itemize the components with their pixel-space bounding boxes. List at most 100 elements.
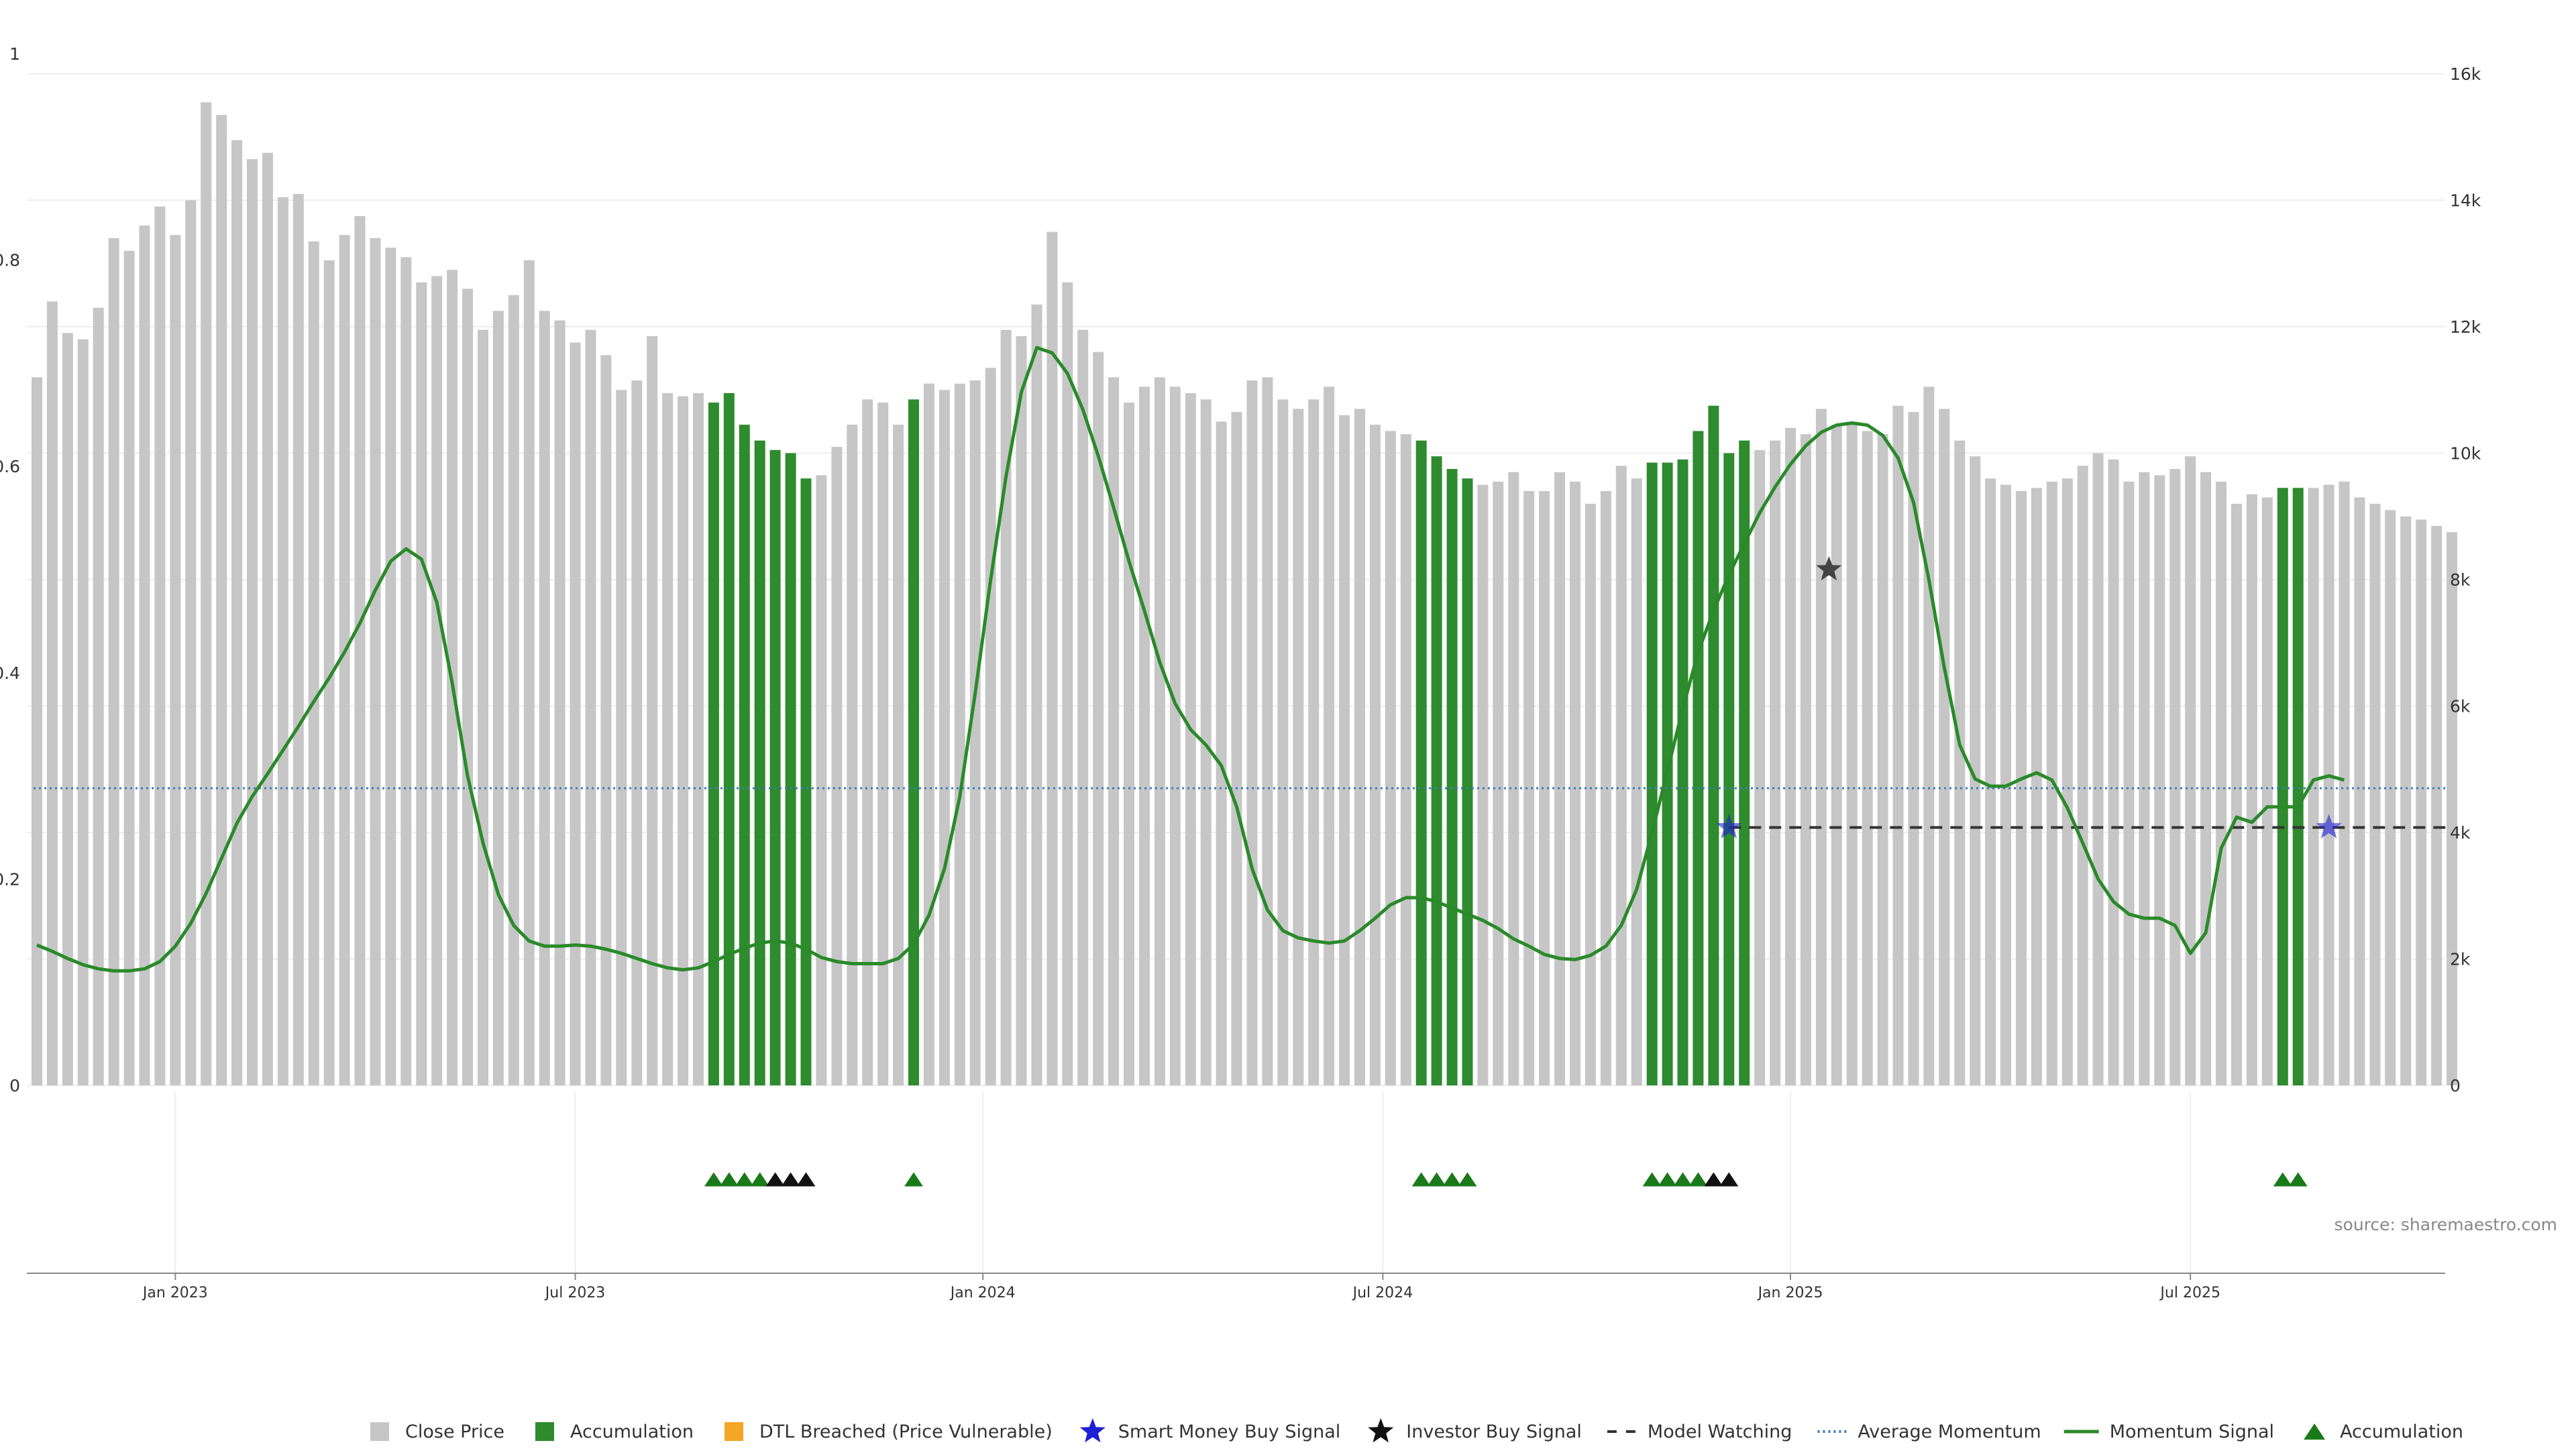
right-axis-tick-label: 4k [2450,823,2471,843]
price-bar [123,250,135,1085]
right-axis-tick-label: 14k [2450,191,2481,211]
accumulation-bar [1723,453,1735,1085]
left-axis-tick-label: 1 [9,44,20,64]
x-axis-tick-label: Jan 2024 [949,1285,1016,1301]
x-axis-tick-label: Jul 2023 [544,1285,606,1301]
signal-lines [34,345,2453,973]
accumulation-bar [2292,488,2304,1085]
price-bar [554,320,566,1086]
price-bar [2385,510,2396,1085]
price-bar [2308,488,2319,1085]
price-bar [77,339,89,1085]
left-axis-tick-label: 0.4 [0,663,20,683]
price-bar [1523,491,1535,1085]
price-bar [492,311,504,1085]
price-bar [678,396,689,1086]
price-bar [108,238,119,1085]
price-bar [385,248,396,1086]
price-bar [262,152,273,1085]
accumulation-marker [1458,1172,1477,1187]
accumulation-bar [739,425,750,1085]
legend-label: Average Momentum [1858,1421,2041,1442]
accumulation-marker [1688,1172,1708,1187]
accumulation-bar [785,453,796,1085]
price-bar [2200,472,2212,1085]
price-bar [170,235,181,1085]
accumulation-bar [1693,431,1704,1085]
price-bar [2123,481,2135,1085]
price-bar [2400,516,2412,1086]
price-bar [2108,459,2119,1085]
price-bar [1216,421,1227,1085]
legend-swatch [535,1422,554,1441]
price-bar [2369,503,2381,1085]
price-bar [1339,415,1350,1085]
price-bar [1139,386,1150,1085]
accumulation-marker [1642,1172,1662,1187]
price-bar [478,329,488,1086]
price-bar [1954,440,1966,1085]
price-bar [1031,305,1042,1085]
price-bar [323,260,335,1085]
price-bar [1293,409,1304,1085]
price-bar [2061,478,2073,1085]
price-bar [1016,336,1027,1086]
accumulation-bar [769,449,781,1085]
price-bar [370,238,381,1085]
price-bars [32,102,2457,1086]
accumulation-bar [1446,469,1458,1085]
axes: 0 0.2 0.4 0.6 0.8 1 0 2k 4k 6k 8k 10k 12k 14k 16k Jan 2… [0,44,2481,1301]
price-bar [616,390,627,1086]
price-bar [1815,409,1827,1085]
price-bar [2185,456,2196,1085]
price-bar [662,393,674,1085]
accumulation-bar [2277,488,2288,1085]
price-bar [1985,478,1996,1085]
price-bar [2416,519,2427,1085]
accumulation-marker [1442,1172,1462,1187]
price-bar [1246,380,1258,1085]
price-bar [2169,469,2181,1085]
left-axis-tick-label: 0.6 [0,457,20,476]
price-bar [2031,488,2042,1085]
left-axis-tick-label: 0.2 [0,869,20,889]
price-bar [1108,377,1120,1085]
accumulation-bar [708,402,719,1085]
price-bar [1169,386,1181,1085]
price-bar [292,194,304,1086]
accumulation-bar [1462,478,1473,1085]
price-bar [1923,386,1935,1085]
price-bar [1754,449,1766,1085]
price-bar [2354,497,2365,1085]
price-bar [1200,399,1212,1085]
price-bar [1324,386,1335,1085]
price-bar [585,329,596,1086]
price-bar [693,393,704,1085]
price-bar [1615,466,1627,1085]
legend: Close Price Accumulation DTL Breached (Pri… [370,1418,2463,1443]
price-bar [1570,481,1580,1085]
price-bar [877,402,889,1085]
price-bar [1585,503,1596,1085]
legend-item: Model Watching [1607,1421,1792,1442]
legend-item: Accumulation [2304,1421,2463,1442]
price-bar [32,377,42,1085]
accumulation-marker [750,1172,769,1187]
legend-swatch [370,1422,389,1441]
price-bar [1000,329,1012,1086]
legend-star [1079,1418,1106,1443]
price-bar [1908,412,1919,1085]
price-bar [201,102,212,1085]
smart-money-star [1716,814,1742,839]
accumulation-marker [1427,1172,1446,1187]
price-bar [969,380,981,1085]
accumulation-bar [1415,440,1427,1085]
price-bar [1862,431,1873,1085]
x-axis-tick-label: Jul 2025 [2159,1285,2220,1301]
left-axis-tick-label: 0 [9,1076,20,1095]
legend-label: DTL Breached (Price Vulnerable) [759,1421,1053,1442]
legend-item: Average Momentum [1817,1421,2041,1442]
price-bar [339,235,350,1085]
legend-triangle [2304,1424,2326,1440]
price-bar [46,301,58,1085]
